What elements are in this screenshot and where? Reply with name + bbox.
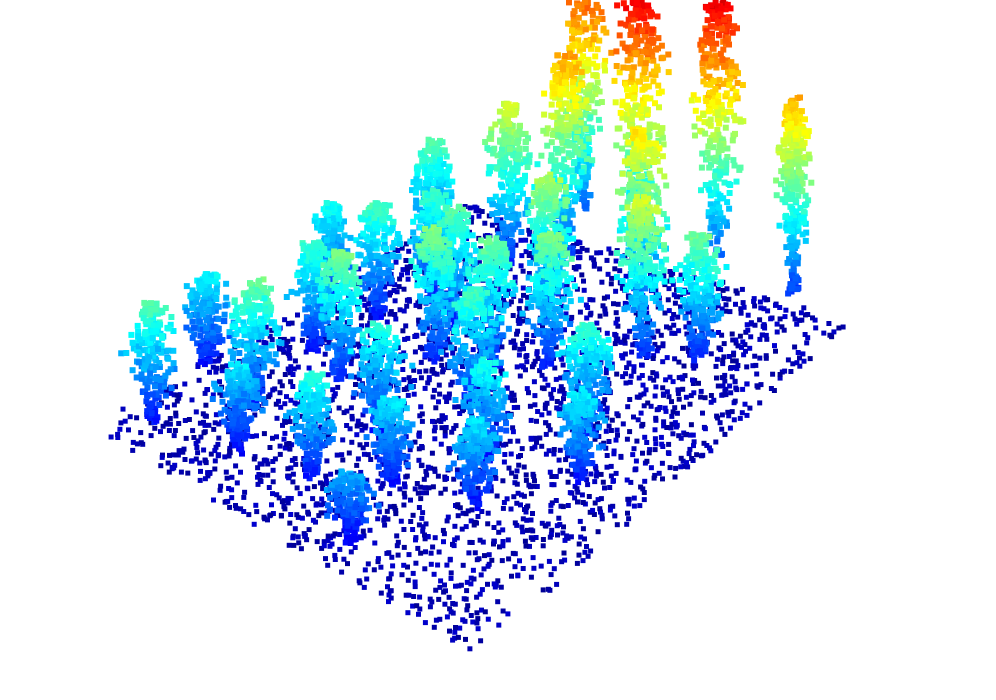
tree-canopy-points [118,0,815,546]
